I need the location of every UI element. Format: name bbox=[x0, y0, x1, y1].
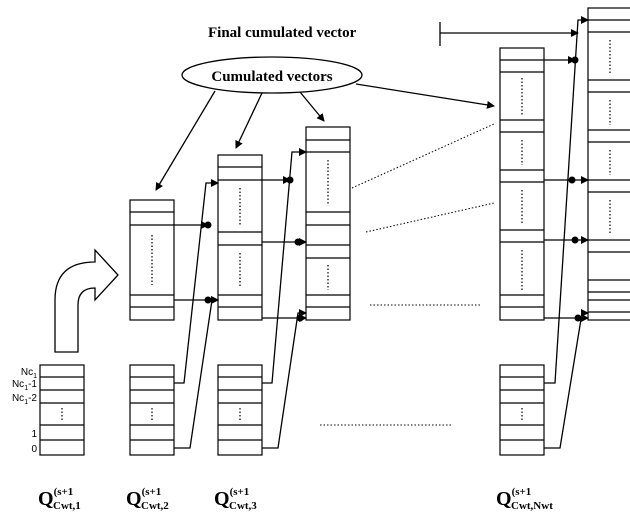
row-label: Nc1 bbox=[21, 367, 37, 380]
column-sup: (s+1 bbox=[142, 486, 162, 498]
column-sup: (s+1 bbox=[512, 486, 532, 498]
node bbox=[571, 236, 579, 244]
link-arrow bbox=[262, 148, 307, 384]
row-label-sub: 1 bbox=[24, 385, 28, 392]
row-label-text: Nc bbox=[21, 367, 33, 378]
node bbox=[286, 176, 294, 184]
row-label-suffix: -2 bbox=[28, 393, 37, 404]
vector bbox=[129, 199, 175, 321]
column-base: Q bbox=[214, 488, 230, 510]
column-sub: Cwt,Nwt bbox=[511, 500, 553, 512]
vector bbox=[217, 154, 263, 321]
row-label-text: Nc bbox=[12, 379, 24, 390]
row-label-suffix: -1 bbox=[28, 379, 37, 390]
row-label-text: Nc bbox=[12, 393, 24, 404]
node bbox=[568, 176, 576, 184]
link-arrow bbox=[544, 16, 589, 384]
column-label: Q(s+1 Cwt,3 bbox=[214, 486, 257, 512]
vector-box bbox=[39, 364, 85, 456]
column-sub: Cwt,1 bbox=[53, 500, 81, 512]
link-arrow bbox=[174, 296, 219, 449]
node bbox=[296, 314, 304, 322]
curved-arrow bbox=[54, 248, 119, 353]
vector bbox=[587, 7, 630, 321]
vector-box bbox=[129, 199, 175, 321]
vector bbox=[39, 364, 85, 456]
row-label-sub: 1 bbox=[24, 399, 28, 406]
link-arrow bbox=[262, 309, 307, 449]
column-label: Q(s+1 Cwt,2 bbox=[126, 486, 169, 512]
row-label-sub: 1 bbox=[33, 373, 37, 380]
column-base: Q bbox=[126, 488, 142, 510]
column-sub: Cwt,2 bbox=[141, 500, 169, 512]
node bbox=[571, 56, 579, 64]
vector bbox=[499, 364, 545, 456]
final-label: Final cumulated vector bbox=[208, 25, 357, 41]
dotted-guides bbox=[320, 123, 495, 426]
column-base: Q bbox=[38, 488, 54, 510]
node bbox=[204, 296, 212, 304]
column-sup: (s+1 bbox=[230, 486, 250, 498]
column-label: Q(s+1 Cwt,Nwt bbox=[496, 486, 553, 512]
row-label: 1 bbox=[31, 429, 37, 440]
row-label: Nc1-1 bbox=[12, 379, 37, 392]
row-label-text: 1 bbox=[31, 429, 37, 440]
row-label: 0 bbox=[31, 444, 37, 455]
row-label: Nc1-2 bbox=[12, 393, 37, 406]
ellipse bbox=[181, 56, 363, 94]
cumulated-label: Cumulated vectors bbox=[211, 69, 332, 85]
node bbox=[294, 238, 302, 246]
column-sub: Cwt,3 bbox=[229, 500, 257, 512]
row-label-text: 0 bbox=[31, 444, 37, 455]
column-sup: (s+1 bbox=[54, 486, 74, 498]
vector-box bbox=[129, 364, 175, 456]
vector bbox=[129, 364, 175, 456]
vector bbox=[305, 126, 351, 321]
node bbox=[574, 314, 582, 322]
column-base: Q bbox=[496, 488, 512, 510]
node bbox=[204, 221, 212, 229]
vector bbox=[499, 47, 545, 321]
vector-box bbox=[305, 126, 351, 321]
column-label: Q(s+1 Cwt,1 bbox=[38, 486, 81, 512]
vector-box bbox=[587, 7, 630, 321]
vector-box bbox=[499, 364, 545, 456]
link-arrow bbox=[174, 179, 219, 384]
link-arrow bbox=[544, 309, 589, 449]
vector-box bbox=[499, 47, 545, 321]
vector-box bbox=[217, 364, 263, 456]
vector bbox=[217, 364, 263, 456]
vector-box bbox=[217, 154, 263, 321]
callout-arrows bbox=[155, 83, 495, 191]
